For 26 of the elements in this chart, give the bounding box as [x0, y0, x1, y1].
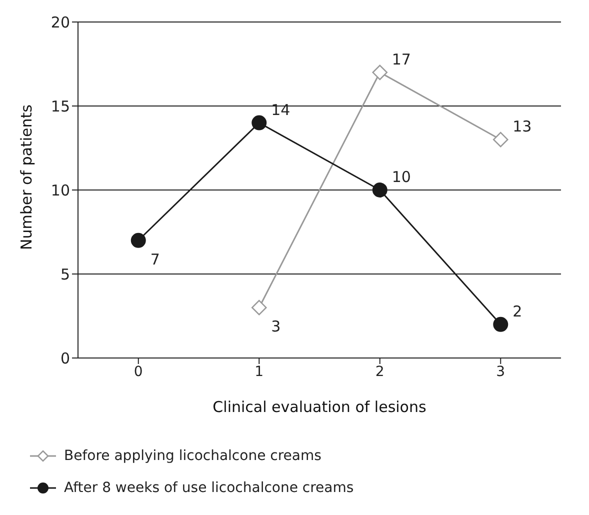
- legend-label: Before applying licochalcone creams: [64, 448, 322, 464]
- data-label: 10: [392, 168, 411, 186]
- y-tick-label: 20: [50, 13, 70, 32]
- x-axis-title: Clinical evaluation of lesions: [212, 398, 426, 416]
- point: [251, 300, 267, 316]
- x-tick-label: 2: [375, 364, 384, 380]
- y-axis-title: Number of patients: [17, 104, 36, 250]
- data-label: 3: [271, 318, 281, 336]
- y-tick-label: 0: [60, 349, 70, 368]
- x-tick-label: 0: [134, 364, 143, 380]
- data-label: 13: [512, 118, 532, 136]
- point: [372, 64, 388, 80]
- x-tick-label: 3: [496, 364, 506, 380]
- y-tick-label: 15: [50, 97, 70, 116]
- data-label: 2: [512, 302, 522, 320]
- data-label: 7: [150, 250, 160, 268]
- y-tick-label: 5: [60, 265, 70, 284]
- point: [252, 115, 267, 130]
- x-tick-label: 1: [254, 364, 264, 380]
- point: [493, 316, 508, 332]
- point: [130, 232, 146, 248]
- point: [492, 132, 508, 148]
- y-tick-label: 10: [50, 181, 70, 200]
- legend-label: After 8 weeks of use licochalcone creams: [64, 480, 354, 496]
- point: [372, 182, 388, 198]
- data-label: 17: [392, 50, 411, 68]
